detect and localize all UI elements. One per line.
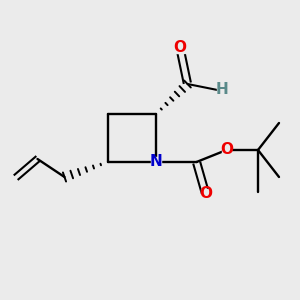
Text: N: N [150,154,162,169]
Bar [151,157,161,167]
Bar [175,43,185,53]
Text: O: O [220,142,233,158]
Bar [217,85,227,95]
Text: O: O [199,186,212,201]
Text: O: O [173,40,187,56]
Bar [222,145,231,155]
Text: H: H [216,82,228,98]
Bar [201,189,210,198]
